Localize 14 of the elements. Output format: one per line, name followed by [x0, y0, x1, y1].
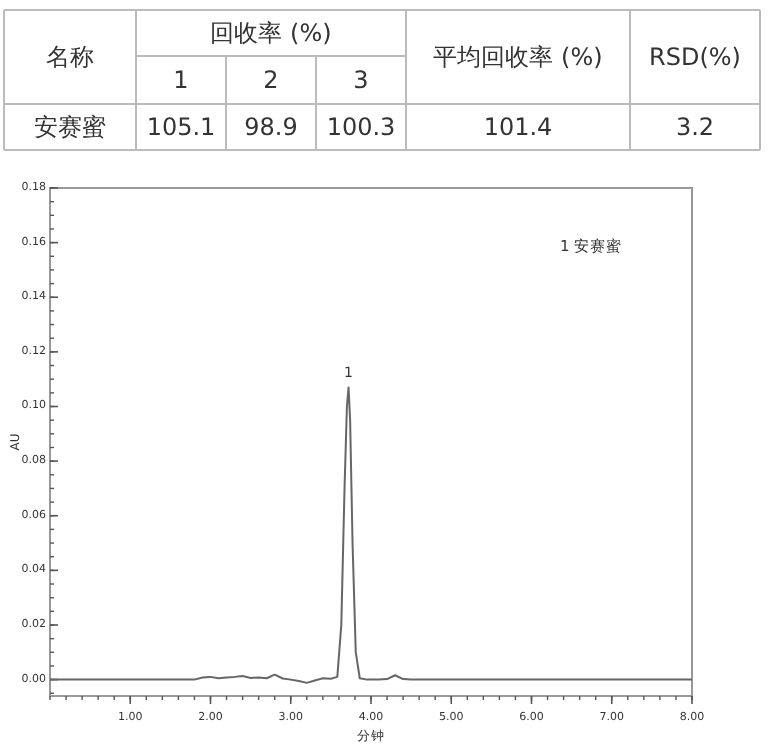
text: 安赛蜜 [34, 113, 106, 141]
text: 105.1 [146, 113, 216, 141]
text: 3.2 [675, 113, 715, 141]
text: RSD(%) [649, 43, 741, 71]
text: 名称 [46, 43, 94, 71]
text: 101.4 [483, 113, 553, 141]
text: 98.9 [244, 113, 298, 141]
text: 3 [353, 66, 369, 94]
text: 回收率 (%) [210, 19, 332, 47]
text: 1 [173, 66, 189, 94]
line-series [49, 386, 693, 684]
text: 平均回收率 (%) [433, 43, 603, 71]
text: 100.3 [326, 113, 396, 141]
text: 2 [263, 66, 279, 94]
